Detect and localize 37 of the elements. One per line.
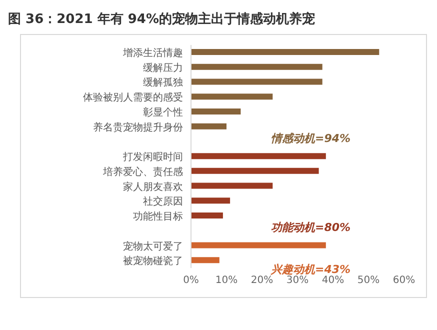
bar (191, 123, 226, 130)
y-tick-label: 家人朋友喜欢 (123, 180, 183, 193)
bar (191, 168, 319, 174)
bar (191, 78, 322, 85)
y-tick-label: 增添生活情趣 (122, 46, 183, 59)
annotation: 情感动机=94% (271, 130, 351, 146)
y-tick-label: 培养爱心、责任感 (102, 166, 183, 178)
x-tick-label: 60% (392, 275, 416, 286)
x-tick-label: 40% (322, 275, 344, 286)
annotation: 功能动机=80% (271, 220, 351, 235)
y-tick-label: 功能性目标 (133, 210, 183, 223)
bar (191, 64, 322, 70)
y-tick-label: 宠物太可爱了 (123, 240, 183, 252)
bar (191, 242, 326, 248)
x-tick-label: 20% (250, 275, 274, 286)
y-tick-label: 缓解压力 (143, 62, 183, 74)
bar (191, 153, 326, 160)
x-tick-label: 50% (357, 275, 380, 286)
x-tick-label: 30% (286, 275, 309, 286)
y-tick-label: 缓解孤独 (143, 76, 183, 89)
bar (191, 108, 241, 114)
y-tick-label: 打发闲暇时间 (122, 151, 183, 164)
bar (191, 182, 273, 189)
bar (191, 257, 220, 264)
y-tick-label: 被宠物碰瓷了 (123, 255, 183, 268)
y-tick-label: 体验被别人需要的感受 (83, 92, 183, 104)
bar (191, 198, 230, 204)
y-tick-label: 社交原因 (143, 196, 183, 208)
x-tick-label: 10% (215, 275, 238, 286)
y-tick-label: 养名贵宠物提升身份 (93, 121, 183, 134)
bar (191, 212, 223, 219)
bar (191, 94, 273, 100)
chart-title: 图 36：2021 年有 94%的宠物主出于情感动机养宠 (8, 10, 316, 29)
annotation: 兴趣动机=43% (271, 262, 351, 276)
x-tick-label: 0% (183, 275, 199, 286)
y-tick-label: 彰显个性 (143, 106, 183, 118)
bar (191, 49, 380, 55)
